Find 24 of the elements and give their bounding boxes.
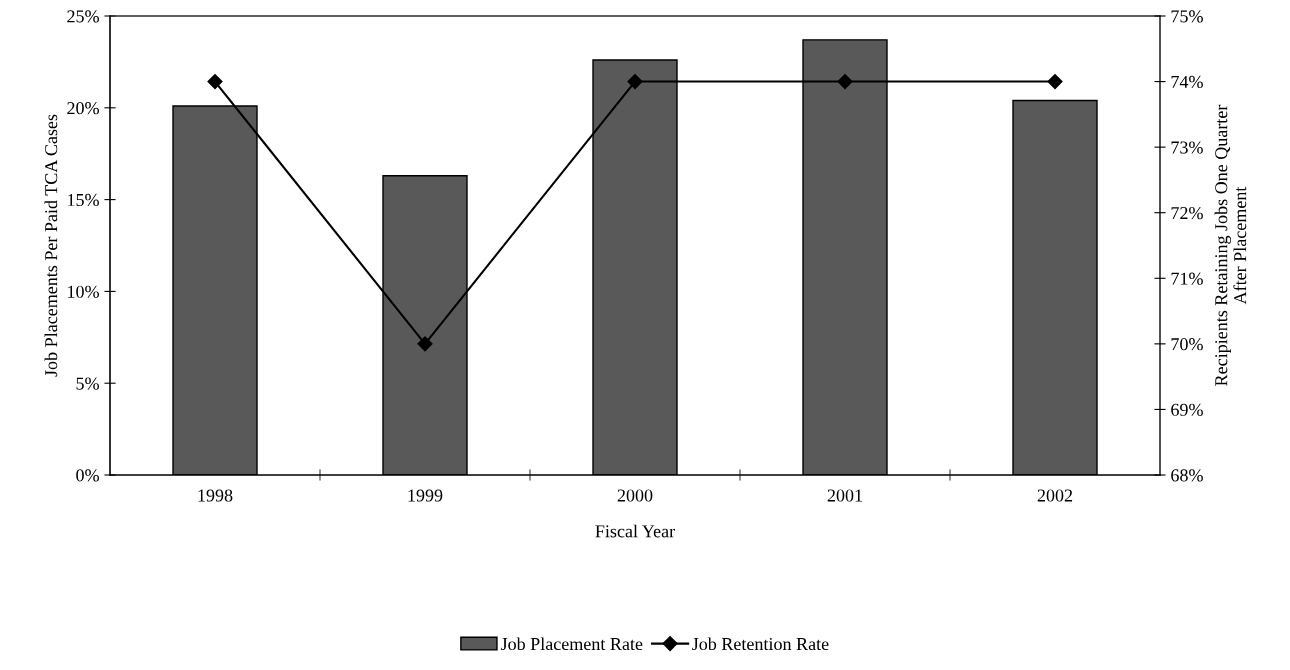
y2-tick-label: 73% bbox=[1171, 141, 1203, 154]
y-axis-title: Job Placements Per Paid TCA Cases bbox=[44, 114, 58, 377]
x-axis-title: Fiscal Year bbox=[595, 524, 675, 538]
y-tick-label: 25% bbox=[67, 10, 99, 23]
y2-axis-title: Recipients Retaining Jobs One Quarter After Placement bbox=[1214, 104, 1247, 386]
y-tick-label: 15% bbox=[68, 193, 99, 207]
y-tick-label: 0% bbox=[76, 469, 99, 482]
x-tick-label: 1998 bbox=[198, 489, 233, 502]
y2-tick-label: 71% bbox=[1171, 272, 1203, 285]
y2-tick-label: 69% bbox=[1171, 403, 1203, 416]
y-tick-label: 5% bbox=[76, 377, 99, 390]
y-tick-label: 20% bbox=[67, 102, 99, 115]
y2-tick-label: 70% bbox=[1171, 338, 1203, 351]
y2-tick-label: 68% bbox=[1171, 469, 1203, 482]
y-tick-label: 10% bbox=[68, 285, 99, 298]
legend-label: Job Placement Rate bbox=[500, 637, 643, 651]
legend-label: Job Retention Rate bbox=[692, 637, 829, 651]
y2-tick-label: 72% bbox=[1171, 206, 1203, 220]
x-tick-label: 2000 bbox=[617, 489, 653, 502]
y2-tick-label: 74% bbox=[1171, 75, 1203, 89]
x-tick-label: 1999 bbox=[408, 489, 443, 502]
x-tick-label: 2002 bbox=[1037, 489, 1073, 502]
y2-tick-label: 75% bbox=[1171, 10, 1203, 23]
x-tick-label: 2001 bbox=[827, 489, 862, 502]
